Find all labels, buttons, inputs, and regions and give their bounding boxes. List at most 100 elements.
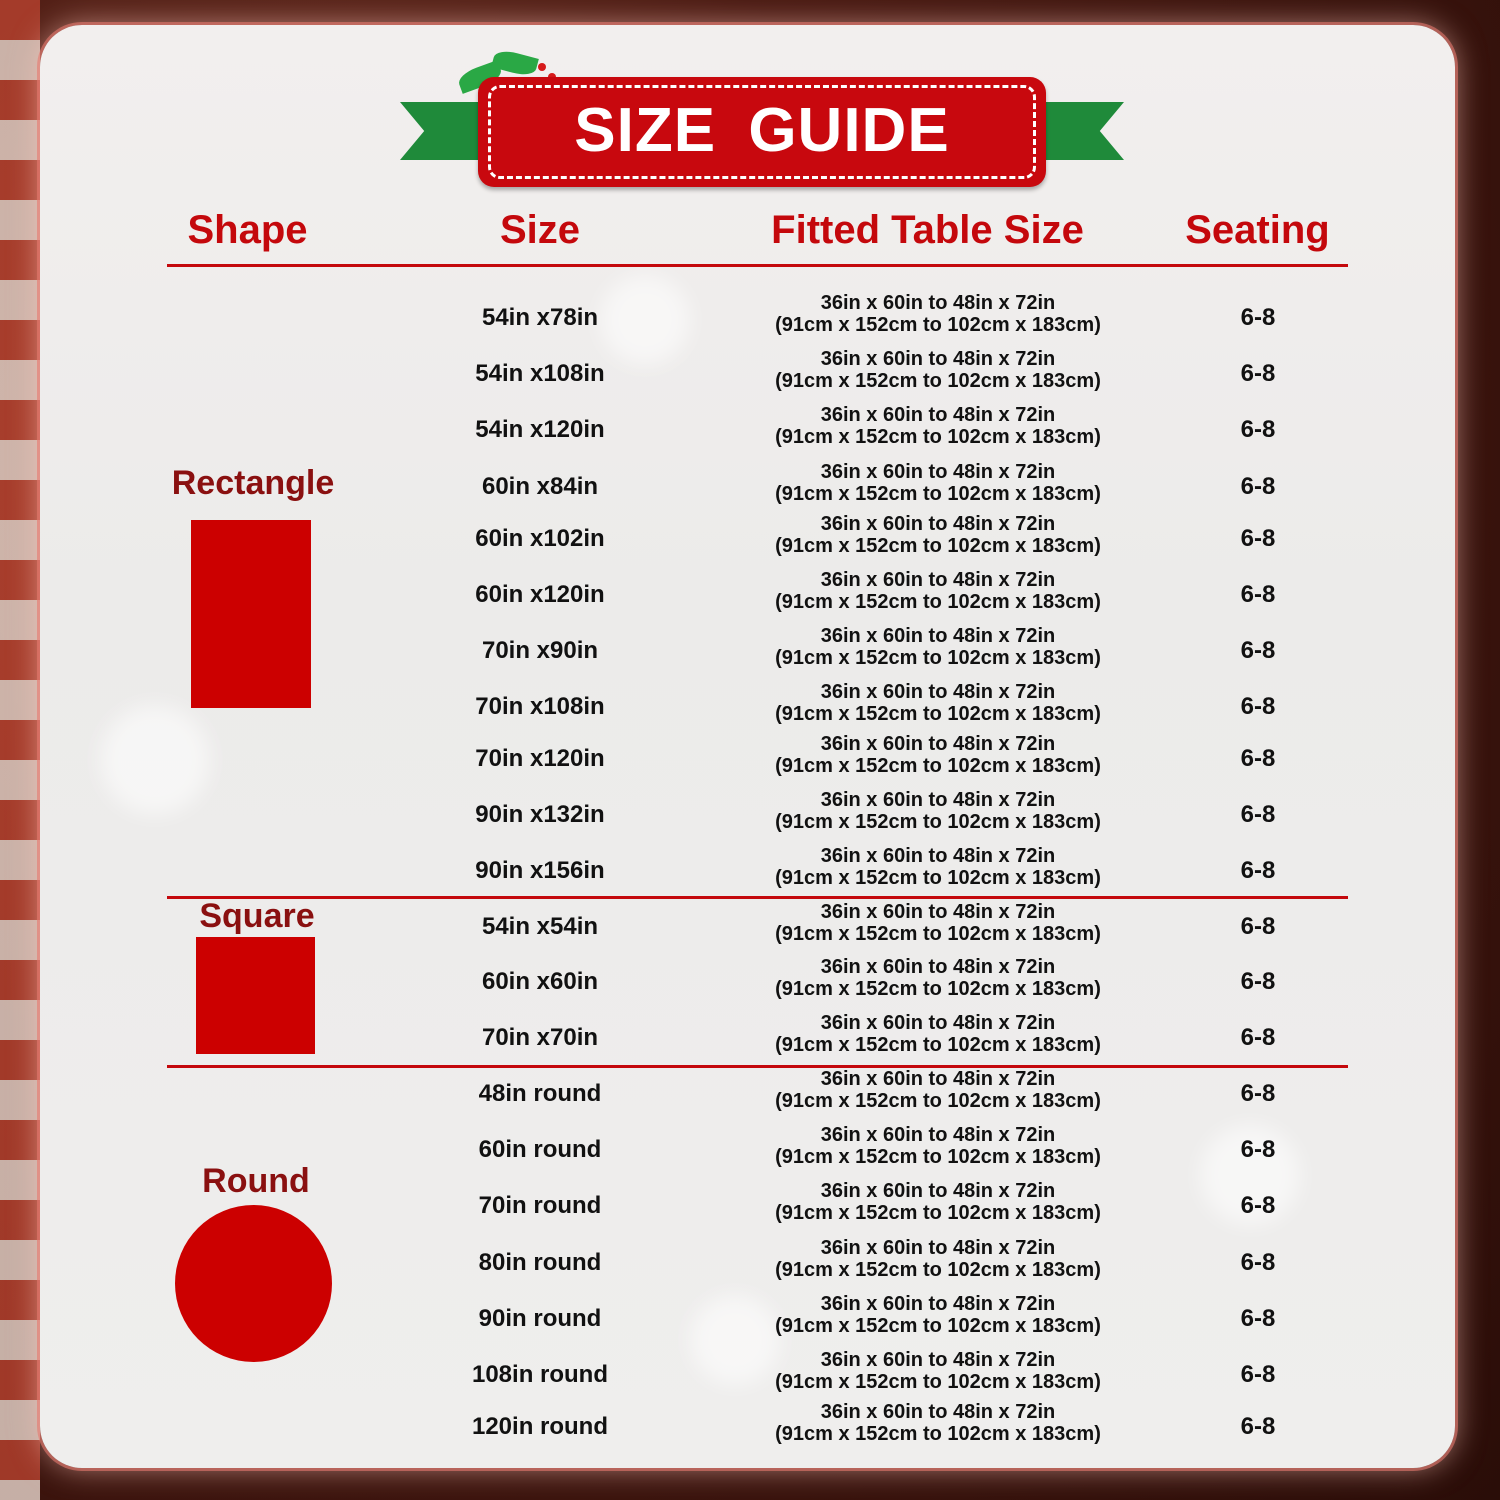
fitted-size-inches: 36in x 60in to 48in x 72in <box>820 461 1056 483</box>
seating-cell: 6-8 <box>1240 525 1276 552</box>
seating-cell: 6-8 <box>1240 1305 1276 1332</box>
seating-cell: 6-8 <box>1240 857 1276 884</box>
fitted-size-inches: 36in x 60in to 48in x 72in <box>820 625 1056 647</box>
seating-cell: 6-8 <box>1240 1413 1276 1440</box>
seating-cell: 6-8 <box>1240 473 1276 500</box>
seating-cell: 6-8 <box>1240 1192 1276 1219</box>
fitted-size-cm: (91cm x 152cm to 102cm x 183cm) <box>775 867 1101 889</box>
table-row: 54in x54in 36in x 60in to 48in x 72in (91… <box>420 901 1340 953</box>
title-badge: SIZE GUIDE <box>478 77 1046 187</box>
shape-label-square: Square <box>199 897 315 935</box>
fitted-size-inches: 36in x 60in to 48in x 72in <box>820 1068 1056 1090</box>
seating-cell: 6-8 <box>1240 1361 1276 1388</box>
fitted-size-cm: (91cm x 152cm to 102cm x 183cm) <box>775 370 1101 392</box>
table-row: 48in round 36in x 60in to 48in x 72in (91… <box>420 1068 1340 1120</box>
size-cell: 108in round <box>471 1361 609 1388</box>
rectangle-shape-icon <box>191 520 311 708</box>
seating-cell: 6-8 <box>1240 637 1276 664</box>
fitted-size-cm: (91cm x 152cm to 102cm x 183cm) <box>775 1315 1101 1337</box>
table-row: 54in x108in 36in x 60in to 48in x 72in (9… <box>420 348 1340 400</box>
fitted-size-cm: (91cm x 152cm to 102cm x 183cm) <box>775 1146 1101 1168</box>
bokeh-light <box>100 705 210 815</box>
fitted-size-cm: (91cm x 152cm to 102cm x 183cm) <box>775 1423 1101 1445</box>
header-shape: Shape <box>187 208 308 252</box>
fitted-size-inches: 36in x 60in to 48in x 72in <box>820 513 1056 535</box>
fitted-size-inches: 36in x 60in to 48in x 72in <box>820 733 1056 755</box>
fitted-size-inches: 36in x 60in to 48in x 72in <box>820 1293 1056 1315</box>
size-cell: 90in x156in <box>475 857 605 884</box>
fitted-size-cell: 36in x 60in to 48in x 72in (91cm x 152cm … <box>738 956 1138 1000</box>
fitted-size-cell: 36in x 60in to 48in x 72in (91cm x 152cm … <box>738 1068 1138 1112</box>
fitted-size-inches: 36in x 60in to 48in x 72in <box>820 956 1056 978</box>
fitted-size-cm: (91cm x 152cm to 102cm x 183cm) <box>775 483 1101 505</box>
seating-cell: 6-8 <box>1240 304 1276 331</box>
size-cell: 60in x60in <box>481 968 599 995</box>
fitted-size-cell: 36in x 60in to 48in x 72in (91cm x 152cm … <box>738 292 1138 336</box>
fitted-size-inches: 36in x 60in to 48in x 72in <box>820 1237 1056 1259</box>
fitted-size-cm: (91cm x 152cm to 102cm x 183cm) <box>775 1202 1101 1224</box>
table-row: 60in x84in 36in x 60in to 48in x 72in (91… <box>420 461 1340 513</box>
fitted-size-inches: 36in x 60in to 48in x 72in <box>820 292 1056 314</box>
fitted-size-inches: 36in x 60in to 48in x 72in <box>820 1124 1056 1146</box>
fitted-size-cm: (91cm x 152cm to 102cm x 183cm) <box>775 923 1101 945</box>
table-row: 80in round 36in x 60in to 48in x 72in (91… <box>420 1237 1340 1289</box>
fitted-size-inches: 36in x 60in to 48in x 72in <box>820 1349 1056 1371</box>
header-size: Size <box>499 208 581 252</box>
size-cell: 90in round <box>478 1305 602 1332</box>
dashed-stitch <box>488 85 1036 179</box>
seating-cell: 6-8 <box>1240 1080 1276 1107</box>
fitted-size-inches: 36in x 60in to 48in x 72in <box>820 845 1056 867</box>
fitted-size-cell: 36in x 60in to 48in x 72in (91cm x 152cm … <box>738 625 1138 669</box>
table-row: 54in x78in 36in x 60in to 48in x 72in (91… <box>420 292 1340 344</box>
header-seating: Seating <box>1185 208 1330 252</box>
fitted-size-inches: 36in x 60in to 48in x 72in <box>820 1180 1056 1202</box>
fitted-size-cm: (91cm x 152cm to 102cm x 183cm) <box>775 978 1101 1000</box>
table-row: 60in round 36in x 60in to 48in x 72in (91… <box>420 1124 1340 1176</box>
seating-cell: 6-8 <box>1240 745 1276 772</box>
size-cell: 70in round <box>478 1192 602 1219</box>
seating-cell: 6-8 <box>1240 1024 1276 1051</box>
fitted-size-cm: (91cm x 152cm to 102cm x 183cm) <box>775 314 1101 336</box>
fitted-size-cell: 36in x 60in to 48in x 72in (91cm x 152cm … <box>738 789 1138 833</box>
size-cell: 60in x120in <box>475 581 605 608</box>
holly-berry-icon <box>538 63 546 71</box>
fitted-size-cm: (91cm x 152cm to 102cm x 183cm) <box>775 755 1101 777</box>
table-row: 70in round 36in x 60in to 48in x 72in (91… <box>420 1180 1340 1232</box>
size-cell: 54in x54in <box>481 913 599 940</box>
size-cell: 90in x132in <box>475 801 605 828</box>
seating-cell: 6-8 <box>1240 360 1276 387</box>
table-row: 90in x132in 36in x 60in to 48in x 72in (9… <box>420 789 1340 841</box>
table-row: 60in x60in 36in x 60in to 48in x 72in (91… <box>420 956 1340 1008</box>
fitted-size-inches: 36in x 60in to 48in x 72in <box>820 1401 1056 1423</box>
fitted-size-cm: (91cm x 152cm to 102cm x 183cm) <box>775 1259 1101 1281</box>
fitted-size-cm: (91cm x 152cm to 102cm x 183cm) <box>775 811 1101 833</box>
fitted-size-cell: 36in x 60in to 48in x 72in (91cm x 152cm … <box>738 513 1138 557</box>
fitted-size-cell: 36in x 60in to 48in x 72in (91cm x 152cm … <box>738 348 1138 392</box>
fitted-size-cell: 36in x 60in to 48in x 72in (91cm x 152cm … <box>738 681 1138 725</box>
seating-cell: 6-8 <box>1240 1136 1276 1163</box>
seating-cell: 6-8 <box>1240 581 1276 608</box>
fitted-size-inches: 36in x 60in to 48in x 72in <box>820 569 1056 591</box>
table-row: 54in x120in 36in x 60in to 48in x 72in (9… <box>420 404 1340 456</box>
circle-shape-icon <box>175 1205 332 1362</box>
fitted-size-cell: 36in x 60in to 48in x 72in (91cm x 152cm … <box>738 1012 1138 1056</box>
fitted-size-cell: 36in x 60in to 48in x 72in (91cm x 152cm … <box>738 1237 1138 1281</box>
fitted-size-cm: (91cm x 152cm to 102cm x 183cm) <box>775 1090 1101 1112</box>
fitted-size-inches: 36in x 60in to 48in x 72in <box>820 404 1056 426</box>
title-banner: SIZE GUIDE <box>398 45 1126 190</box>
size-cell: 70in x108in <box>475 693 605 720</box>
fitted-size-cell: 36in x 60in to 48in x 72in (91cm x 152cm … <box>738 461 1138 505</box>
table-row: 60in x120in 36in x 60in to 48in x 72in (9… <box>420 569 1340 621</box>
fitted-size-cell: 36in x 60in to 48in x 72in (91cm x 152cm … <box>738 404 1138 448</box>
fitted-size-cm: (91cm x 152cm to 102cm x 183cm) <box>775 426 1101 448</box>
table-row: 70in x108in 36in x 60in to 48in x 72in (9… <box>420 681 1340 733</box>
background-stripes <box>0 0 40 1500</box>
header-fitted-table-size: Fitted Table Size <box>771 208 1084 252</box>
fitted-size-inches: 36in x 60in to 48in x 72in <box>820 1012 1056 1034</box>
shape-label-round: Round <box>202 1162 310 1200</box>
bokeh-light <box>600 275 690 365</box>
table-row: 70in x90in 36in x 60in to 48in x 72in (91… <box>420 625 1340 677</box>
size-cell: 60in round <box>478 1136 602 1163</box>
table-row: 120in round 36in x 60in to 48in x 72in (9… <box>420 1401 1340 1453</box>
fitted-size-cm: (91cm x 152cm to 102cm x 183cm) <box>775 591 1101 613</box>
